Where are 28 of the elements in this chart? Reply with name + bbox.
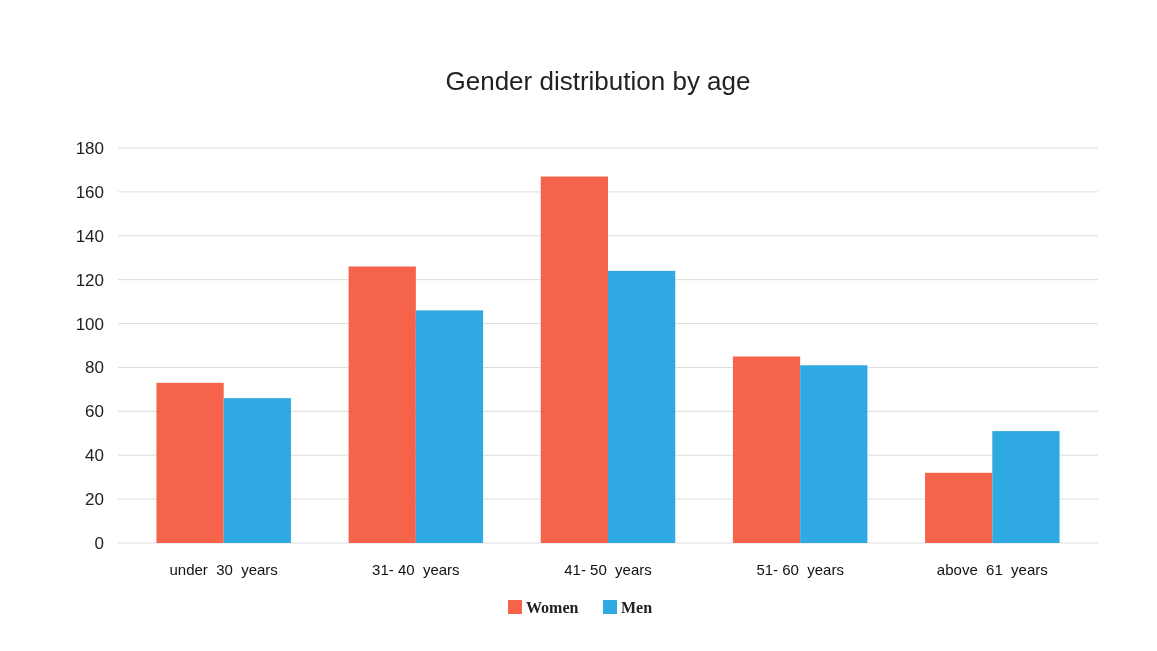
x-tick-label: 31- 40 years [372, 561, 460, 578]
y-tick-label: 0 [94, 533, 104, 553]
chart-title: Gender distribution by age [445, 66, 751, 96]
y-tick-label: 160 [75, 182, 104, 202]
y-tick-label: 20 [85, 490, 104, 510]
y-tick-label: 120 [75, 270, 104, 290]
y-tick-label: 60 [85, 402, 104, 422]
bar [223, 398, 291, 543]
x-tick-label: 41- 50 years [564, 561, 652, 578]
bar [156, 382, 224, 543]
x-tick-label: 51- 60 years [756, 561, 844, 578]
legend-label: Women [526, 599, 579, 616]
y-tick-label: 100 [75, 314, 104, 334]
bar [732, 356, 801, 543]
bar [800, 365, 868, 543]
x-tick-label: above 61 years [936, 561, 1048, 578]
bar [348, 266, 416, 543]
bar [925, 472, 993, 543]
y-tick-label: 140 [75, 226, 104, 246]
y-tick-label: 40 [85, 446, 104, 466]
bar [540, 176, 608, 543]
bar [992, 431, 1060, 543]
legend-label: Men [621, 599, 653, 616]
y-tick-label: 80 [85, 358, 104, 378]
x-tick-label: under 30 years [169, 561, 278, 578]
y-tick-label: 180 [75, 138, 104, 158]
bar [415, 310, 484, 543]
bar [608, 270, 676, 543]
